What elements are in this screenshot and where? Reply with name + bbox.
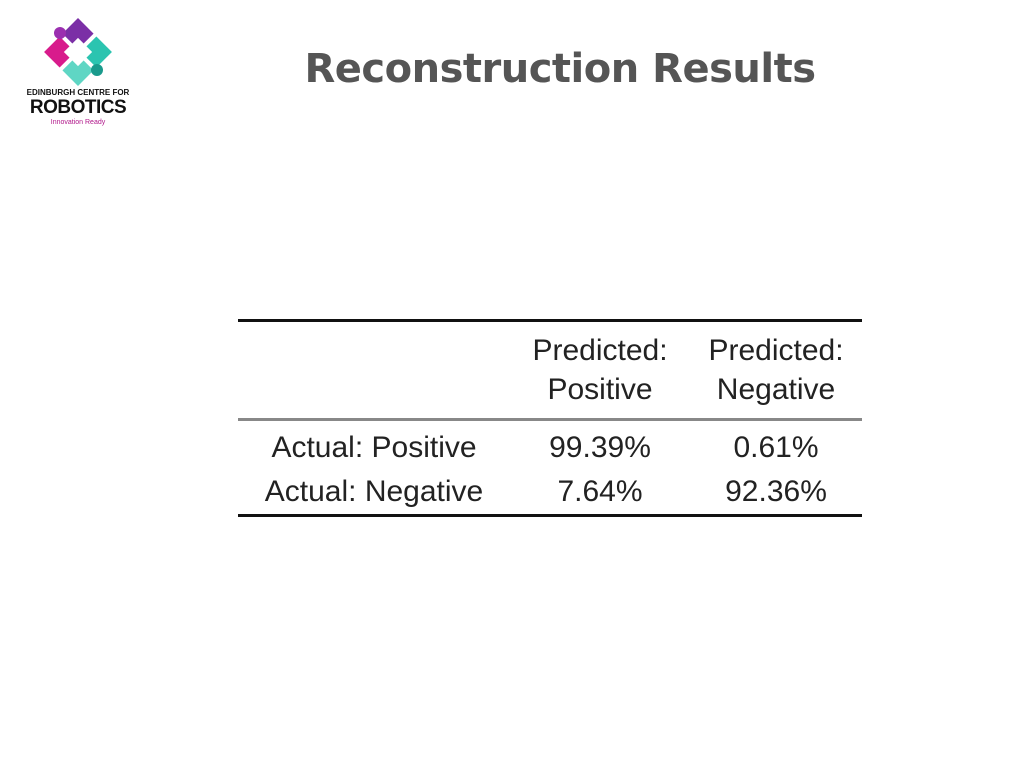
header-text: Predicted: Positive: [532, 334, 668, 406]
logo-main: ROBOTICS: [29, 97, 127, 118]
table-row: Actual: Positive 99.39% 0.61%: [238, 420, 862, 471]
table-head: Predicted: Positive Predicted: Negative: [238, 320, 862, 420]
header-text: Predicted: Negative: [708, 334, 844, 406]
table-body: Actual: Positive 99.39% 0.61% Actual: Ne…: [238, 420, 862, 516]
logo: EDINBURGH CENTRE FOR ROBOTICS Innovation…: [20, 18, 136, 138]
confusion-table: Predicted: Positive Predicted: Negative …: [238, 319, 862, 517]
logo-tagline: Innovation Ready: [50, 119, 106, 126]
row-label: Actual: Negative: [264, 475, 484, 508]
cell: 92.36%: [725, 475, 827, 508]
header-cell: Predicted: Positive: [510, 321, 690, 420]
slide-title: Reconstruction Results: [304, 46, 816, 92]
cell: 0.61%: [733, 431, 819, 464]
cell: 99.39%: [549, 431, 651, 464]
table-row: Actual: Negative 7.64% 92.36%: [238, 470, 862, 516]
row-label: Actual: Positive: [271, 431, 477, 464]
corner-cell: [238, 321, 510, 420]
logo-mark: [44, 18, 112, 86]
header-cell: Predicted: Negative: [690, 321, 862, 420]
header-row: Predicted: Positive Predicted: Negative: [238, 320, 862, 420]
logo-top-line: EDINBURGH CENTRE FOR: [26, 88, 130, 97]
cell: 7.64%: [557, 475, 643, 508]
